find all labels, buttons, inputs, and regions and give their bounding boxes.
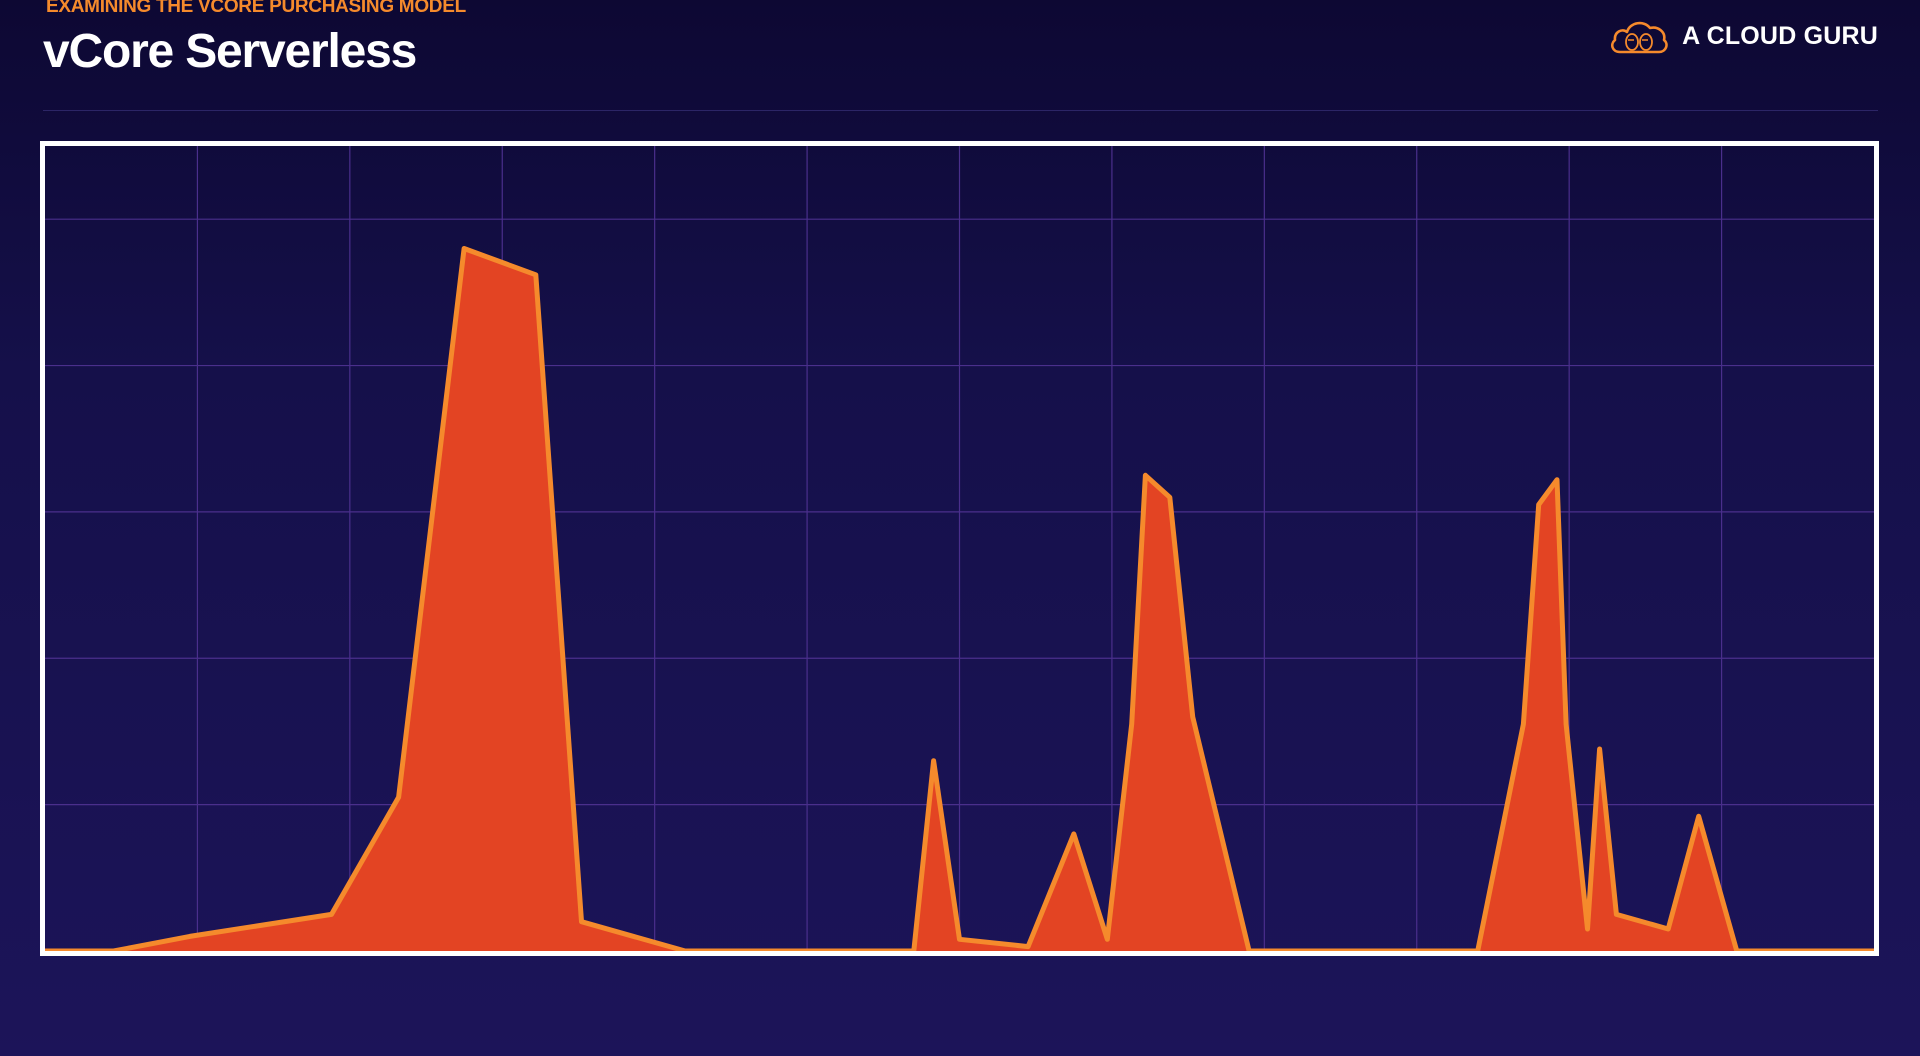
header-divider [43,110,1878,111]
brand-name: A CLOUD GURU [1682,21,1878,50]
chart-grid [45,146,1874,951]
page-title: vCore Serverless [43,25,417,78]
chart-frame [40,141,1879,956]
cloud-logo-icon [1611,21,1668,54]
chart-series [45,246,1874,951]
section-eyebrow: EXAMINING THE VCORE PURCHASING MODEL [46,0,466,17]
brand: A CLOUD GURU [1608,14,1878,58]
area-chart [45,146,1874,951]
series-line-0 [45,246,1874,951]
series-area-0 [45,248,1874,951]
